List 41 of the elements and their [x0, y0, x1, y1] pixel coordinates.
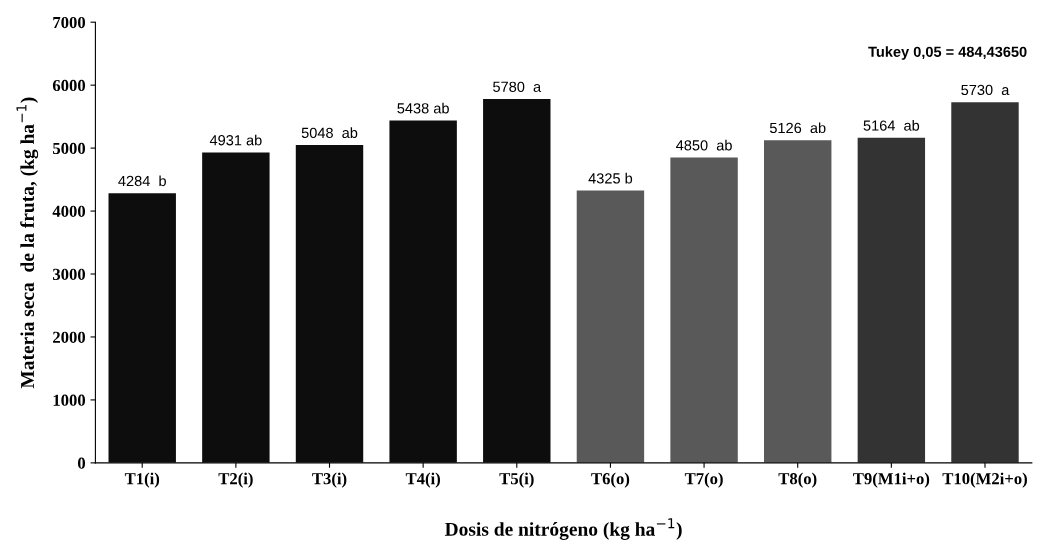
x-tick-label: T9(M1i+o)	[853, 472, 930, 488]
x-tick-label: T5(i)	[499, 472, 534, 488]
x-axis-title: Dosis de nitrógeno (kg ha$^{−1}$)	[444, 518, 682, 540]
data-label: 4284 b	[118, 175, 166, 187]
bar	[857, 137, 926, 463]
bar	[576, 190, 645, 463]
y-tick-label: 5000	[53, 142, 86, 155]
y-tick-label: 7000	[53, 16, 86, 29]
x-tick-label: T3(i)	[312, 472, 347, 488]
y-tick-label: 1000	[53, 394, 86, 406]
y-tick-label: 6000	[52, 79, 86, 92]
x-tick-label: T10(M2i+o)	[942, 472, 1027, 488]
annotation: Tukey 0,05 = 484,43650	[868, 46, 1027, 60]
data-label: 4931 ab	[209, 134, 262, 146]
data-label: 5126 ab	[769, 122, 826, 134]
data-label: 5780 a	[493, 81, 542, 92]
y-axis-title: Materia seca de la fruta, (kg ha$^{−1}$)	[16, 97, 39, 389]
bar	[202, 152, 270, 463]
data-label: 4325 b	[588, 172, 633, 184]
bar	[951, 102, 1019, 463]
data-label: 5730 a	[961, 84, 1010, 96]
data-label: 5048 ab	[301, 127, 358, 139]
data-label: 5438 ab	[397, 102, 449, 114]
bar	[108, 193, 176, 463]
bar	[764, 140, 832, 463]
x-tick-label: T4(i)	[405, 472, 441, 488]
y-tick-label: 2000	[53, 331, 86, 343]
data-label: 4850 ab	[676, 139, 732, 151]
y-tick-label: 3000	[52, 268, 86, 280]
y-tick-label: 0	[77, 457, 86, 469]
x-tick-label: T8(o)	[778, 472, 817, 488]
x-tick-label: T1(i)	[124, 472, 160, 488]
x-tick-label: T2(i)	[218, 472, 253, 488]
x-tick-label: T7(o)	[684, 472, 723, 488]
bar	[670, 157, 738, 463]
bar	[295, 145, 364, 463]
data-label: 5164 ab	[863, 120, 920, 131]
y-tick-label: 4000	[52, 205, 86, 218]
bar	[483, 99, 551, 463]
x-tick-label: T6(o)	[591, 472, 630, 488]
bar	[389, 120, 457, 463]
